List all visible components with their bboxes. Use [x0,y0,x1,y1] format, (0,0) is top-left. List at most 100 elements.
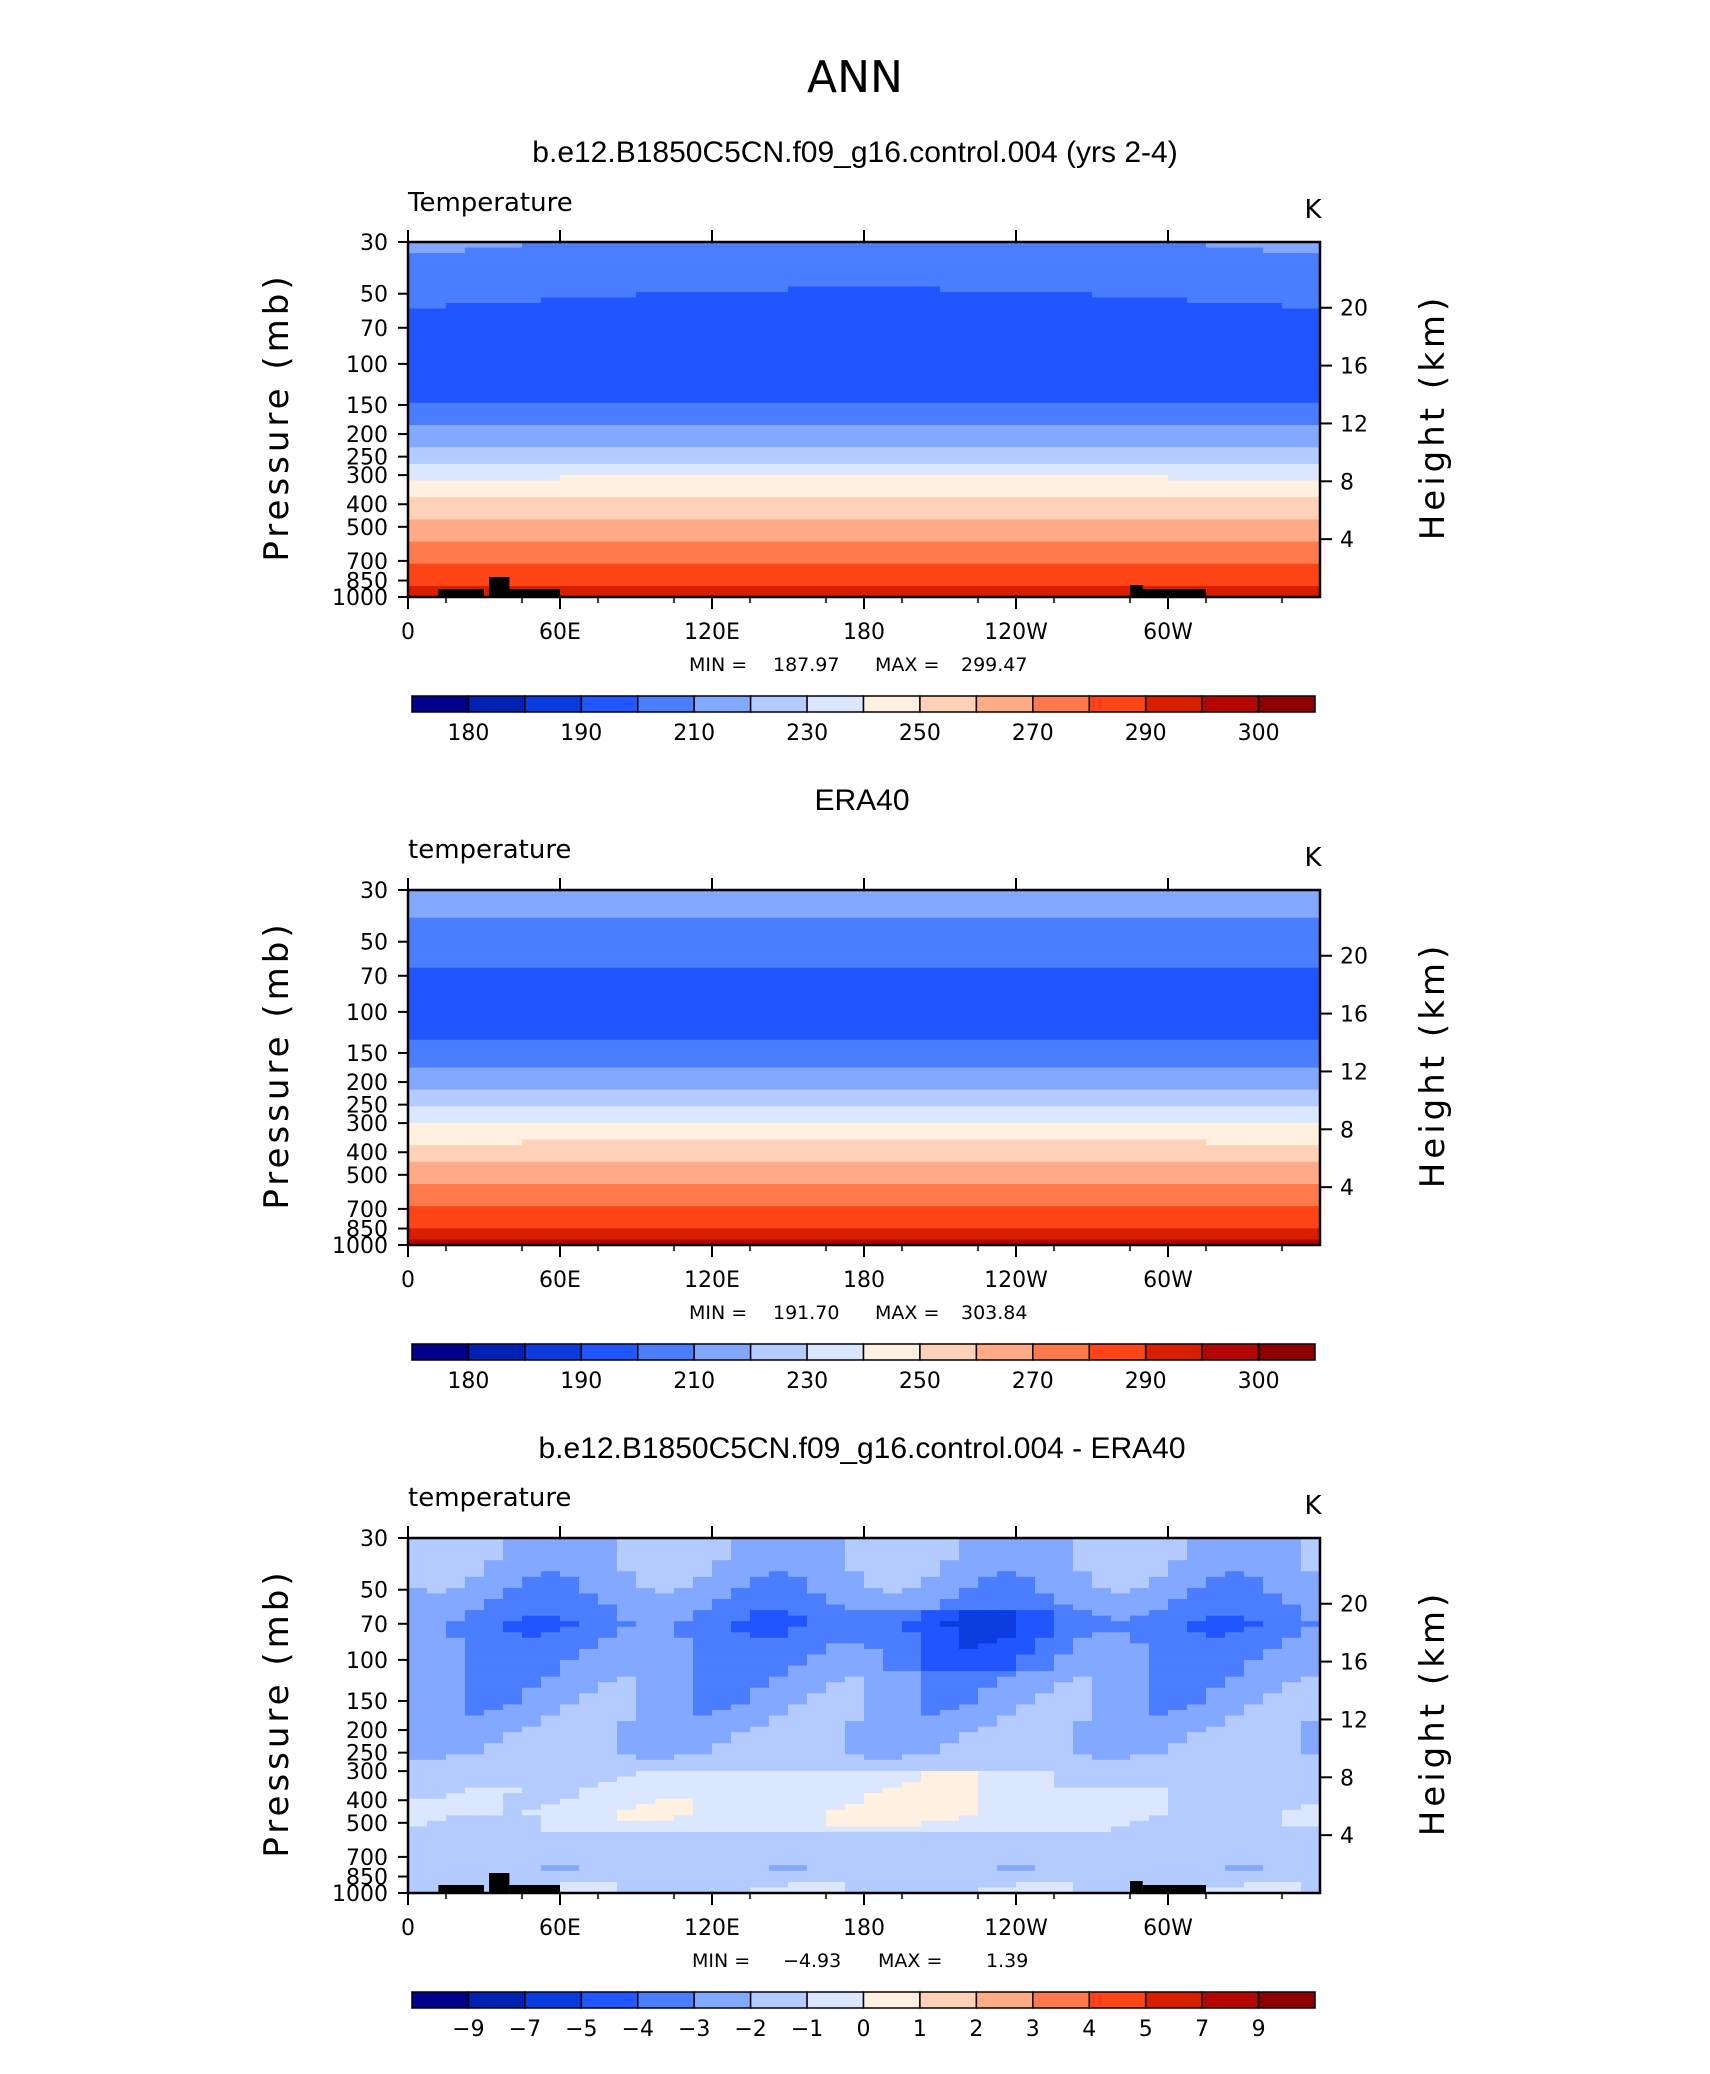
field-cell [636,502,656,509]
field-cell [731,491,751,498]
field-cell [655,1023,675,1030]
field-cell [1225,1061,1245,1069]
field-cell [1301,275,1321,282]
field-cell [1244,397,1264,404]
field-cell [446,458,466,465]
field-cell [1016,269,1036,276]
field-cell [674,430,694,437]
field-cell [978,928,998,935]
field-cell [1054,258,1074,265]
field-cell [1130,242,1150,249]
field-cell [1206,569,1226,576]
field-cell [769,895,789,902]
field-cell [598,939,618,947]
field-cell [1149,547,1169,554]
field-cell [1054,1023,1074,1030]
field-cell [1301,917,1321,924]
field-cell [674,502,694,509]
field-cell [408,463,428,471]
field-cell [655,413,675,421]
field-cell [693,364,713,371]
field-cell [408,1028,428,1035]
field-cell [1073,558,1093,565]
field-cell [446,541,466,548]
field-cell [1301,408,1321,415]
field-cell [427,1023,447,1030]
field-cell [1301,341,1321,348]
field-cell [1225,463,1245,471]
field-cell [465,1006,485,1013]
field-cell [465,967,485,974]
field-cell [1263,569,1283,576]
field-cell [503,535,523,543]
field-cell [731,951,751,958]
topography-mask [438,589,484,597]
field-cell [579,939,599,947]
field-cell [769,480,789,487]
field-cell [655,280,675,287]
field-cell [731,1023,751,1030]
field-cell [522,375,542,382]
field-cell [541,934,561,941]
field-cell [693,995,713,1002]
field-cell [807,325,827,332]
field-cell [1168,563,1188,570]
field-cell [807,408,827,415]
field-cell [1206,369,1226,376]
field-cell [1054,1050,1074,1058]
field-cell [503,275,523,282]
field-cell [1244,1061,1264,1069]
field-cell [1092,513,1112,520]
field-cell [1016,408,1036,415]
field-cell [959,928,979,935]
field-cell [750,530,770,537]
field-cell [978,319,998,326]
field-cell [750,497,770,504]
field-cell [712,469,732,476]
field-cell [579,1095,599,1102]
field-cell [1301,497,1321,504]
field-cell [484,258,504,265]
field-cell [1187,552,1207,559]
field-cell [1054,491,1074,498]
field-cell [997,297,1017,304]
field-cell [541,358,561,365]
stat-max-value: 299.47 [961,654,1027,676]
field-cell [712,547,732,554]
field-cell [826,1095,846,1102]
field-cell [769,325,789,332]
field-cell [1035,480,1055,487]
field-cell [940,1095,960,1102]
field-cell [883,1006,903,1013]
field-cell [731,447,751,454]
field-cell [1282,995,1302,1002]
field-cell [598,508,618,515]
field-cell [959,369,979,376]
field-cell [1168,242,1188,249]
field-cell [655,1006,675,1013]
field-cell [978,358,998,365]
field-cell [1244,497,1264,504]
field-cell [560,524,580,532]
field-cell [484,945,504,952]
field-cell [446,402,466,410]
field-cell [655,330,675,337]
field-cell [750,436,770,443]
field-cell [503,463,523,471]
field-cell [1168,463,1188,471]
field-cell [769,258,789,265]
field-cell [541,901,561,908]
field-cell [484,1067,504,1074]
field-cell [522,402,542,410]
field-cell [712,508,732,515]
field-cell [1054,502,1074,509]
field-cell [446,1078,466,1085]
field-cell [579,956,599,963]
field-cell [921,591,941,598]
field-cell [484,1028,504,1035]
field-cell [503,923,523,930]
field-cell [750,330,770,337]
field-cell [883,1034,903,1041]
field-cell [1111,580,1131,587]
field-cell [1035,419,1055,426]
